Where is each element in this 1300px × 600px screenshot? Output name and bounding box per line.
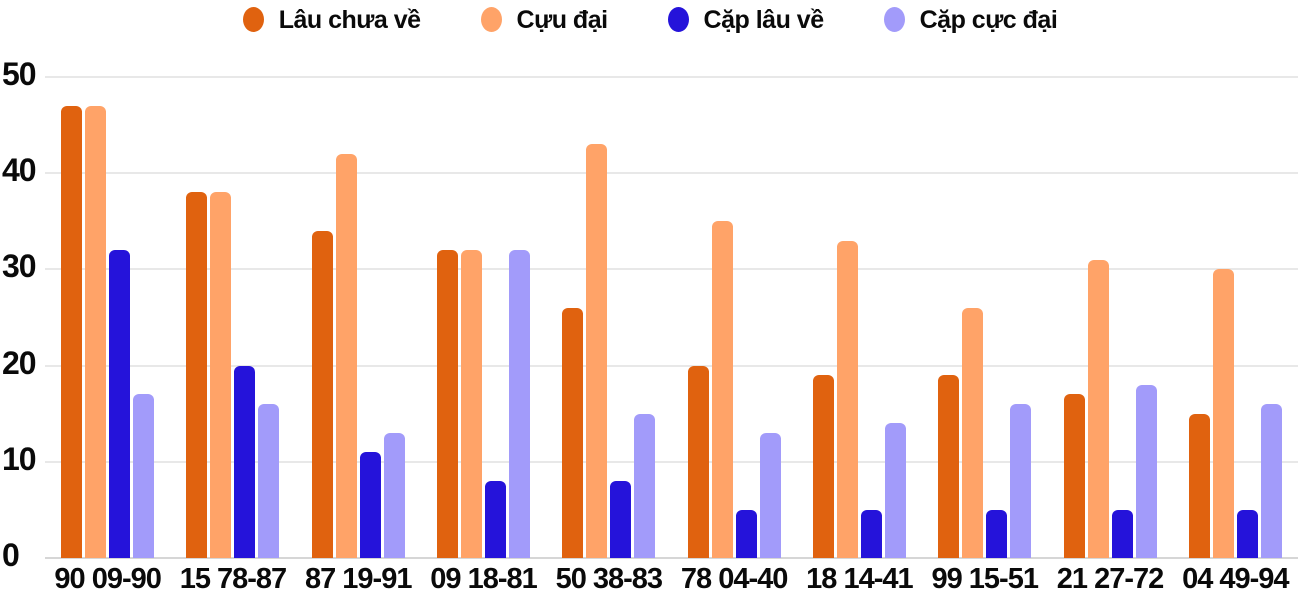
bar-group3-series3[interactable] [359,452,381,558]
bar-group6-series3[interactable] [735,509,757,558]
legend-swatch-icon [667,7,689,32]
legend-label: Cựu đại [516,6,609,34]
bars [186,77,280,558]
x-axis-category-label: 21 27-72 [1056,563,1165,595]
legend-label: Cặp lâu về [703,6,825,34]
bar-group4-series3[interactable] [485,481,507,558]
bar-group-5: 50 38-83 [546,77,671,594]
x-axis-category-label: 18 14-41 [806,563,914,595]
y-axis-tick-label: 0 [2,537,20,573]
gridline [45,460,1298,463]
bar-group1-series3[interactable] [109,250,131,558]
bar-group9-series4[interactable] [1135,384,1157,558]
bars [311,77,405,558]
gridline [45,268,1298,271]
legend-swatch-icon [480,7,502,32]
bar-group8-series2[interactable] [962,307,984,558]
bar-group10-series2[interactable] [1212,269,1234,558]
x-axis-category-label: 15 78-87 [179,563,288,595]
plot-area: 90 09-90 15 78-87 87 19-91 09 18-81 50 38-83… [45,76,1298,594]
bar-group2-series2[interactable] [210,192,232,558]
bar-group6-series4[interactable] [759,432,781,558]
x-axis-category-label: 04 49-94 [1182,563,1290,595]
bar-group9-series2[interactable] [1087,259,1109,558]
bar-group3-series4[interactable] [383,432,405,558]
x-axis-category-label: 09 18-81 [430,563,538,595]
x-axis-category-label: 78 04-40 [680,563,789,595]
bars [812,77,906,558]
bar-group3-series2[interactable] [335,153,357,558]
bar-group5-series2[interactable] [586,144,608,558]
bars [437,77,531,558]
bar-group4-series4[interactable] [509,250,531,558]
bar-group-8: 99 15-51 [922,77,1047,594]
gridline [45,172,1298,175]
bar-group2-series4[interactable] [258,404,280,558]
bars [938,77,1032,558]
bar-group-10: 04 49-94 [1173,77,1298,594]
bars [1188,77,1282,558]
bar-group2-series3[interactable] [234,365,256,558]
bar-group5-series1[interactable] [562,307,584,558]
bar-group5-series4[interactable] [634,413,656,558]
y-axis: 0 10 20 30 40 50 [0,58,42,571]
bar-group9-series1[interactable] [1063,394,1085,558]
bar-group2-series1[interactable] [186,192,208,558]
x-axis-category-label: 50 38-83 [555,563,664,595]
bar-group10-series1[interactable] [1188,413,1210,558]
gridline [45,364,1298,367]
bar-group1-series1[interactable] [61,105,83,558]
bar-group1-series2[interactable] [85,105,107,558]
y-axis-tick-label: 30 [2,248,37,285]
bar-group6-series2[interactable] [711,221,733,558]
bar-group3-series1[interactable] [311,230,333,558]
y-axis-tick-label: 50 [2,56,37,92]
bar-group-7: 18 14-41 [797,77,922,594]
bar-group7-series4[interactable] [884,423,906,558]
bar-group-1: 90 09-90 [45,77,170,594]
bar-group10-series4[interactable] [1260,404,1282,558]
legend-item-4[interactable]: Cặp cực đại [883,6,1058,34]
bars [61,77,155,558]
x-axis-category-label: 87 19-91 [304,563,413,595]
bar-group7-series1[interactable] [812,375,834,558]
x-axis-category-label: 90 09-90 [54,563,162,595]
bar-group8-series4[interactable] [1010,404,1032,558]
bar-group4-series1[interactable] [437,250,459,558]
y-axis-tick-label: 20 [2,344,37,381]
x-axis-category-label: 99 15-51 [931,563,1039,595]
x-axis-line [45,557,1298,559]
legend-item-1[interactable]: Lâu chưa về [242,6,421,34]
bar-group8-series1[interactable] [938,375,960,558]
bar-group5-series3[interactable] [610,481,632,558]
bars [687,77,781,558]
bar-group7-series3[interactable] [860,509,882,558]
bar-group-6: 78 04-40 [671,77,796,594]
bar-group-9: 21 27-72 [1047,77,1172,594]
chart-legend: Lâu chưa về Cựu đại Cặp lâu về Cặp cực đại [0,6,1300,33]
legend-swatch-icon [883,7,905,32]
legend-item-2[interactable]: Cựu đại [480,6,609,34]
bar-group8-series3[interactable] [986,509,1008,558]
bar-groups: 90 09-90 15 78-87 87 19-91 09 18-81 50 38-83… [45,77,1298,594]
bar-group1-series4[interactable] [133,394,155,558]
bars [562,77,656,558]
legend-label: Cặp cực đại [919,6,1058,34]
bar-group9-series3[interactable] [1111,509,1133,558]
legend-swatch-icon [242,7,264,32]
bar-group-4: 09 18-81 [421,77,546,594]
bar-group7-series2[interactable] [836,240,858,558]
bar-group6-series1[interactable] [687,365,709,558]
bar-group-2: 15 78-87 [170,77,295,594]
legend-label: Lâu chưa về [278,6,421,34]
gridline [45,76,1298,78]
legend-item-3[interactable]: Cặp lâu về [667,6,825,34]
bar-group-3: 87 19-91 [296,77,421,594]
bar-group10-series3[interactable] [1236,509,1258,558]
y-axis-tick-label: 40 [2,152,37,189]
y-axis-tick-label: 10 [2,440,37,477]
bars [1063,77,1157,558]
bar-group4-series2[interactable] [461,250,483,558]
